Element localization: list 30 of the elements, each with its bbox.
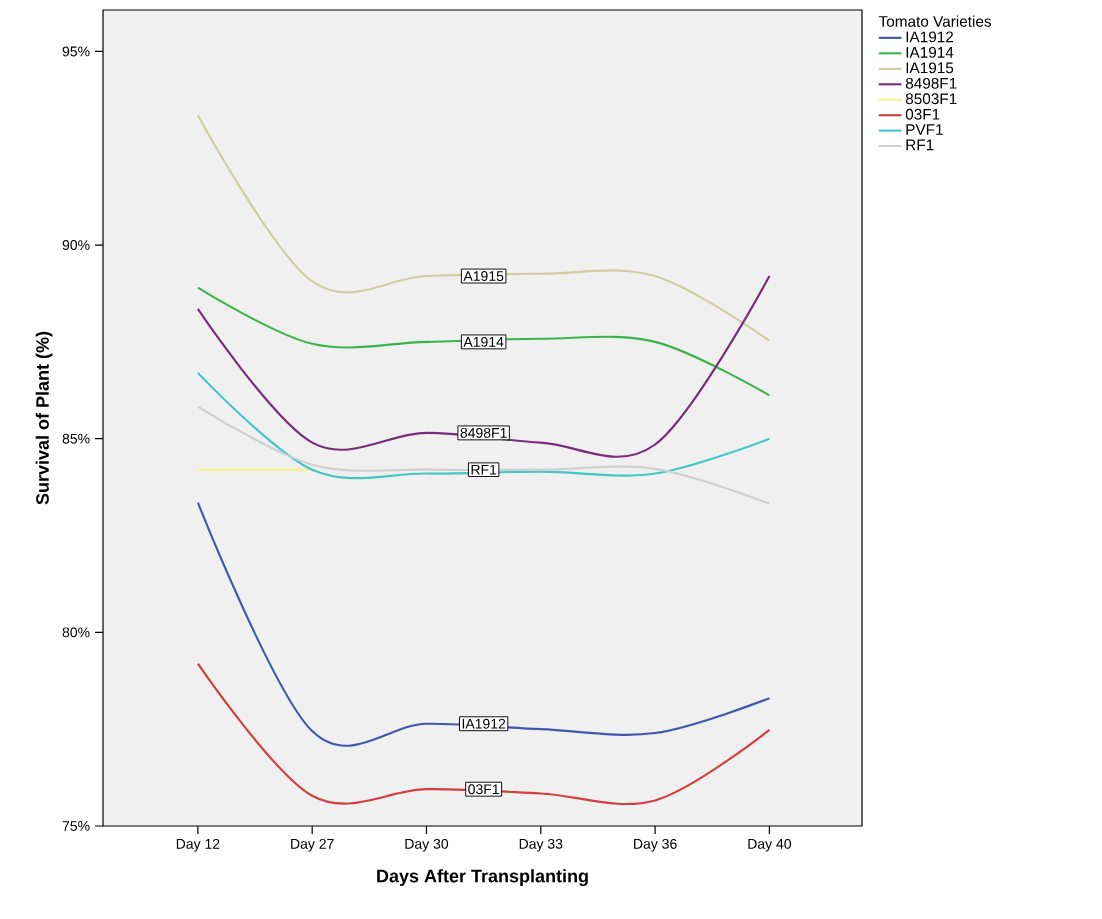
- annotation: A1914: [463, 336, 504, 347]
- y-tick-label: 75%: [62, 821, 90, 831]
- x-tick-label: Day 33: [519, 838, 563, 852]
- line-series: [196, 405, 771, 505]
- x-tick-label: Day 40: [748, 838, 792, 852]
- legend-title: Tomato Varieties: [878, 15, 992, 27]
- x-axis-title: Days After Transplanting: [377, 869, 588, 887]
- annotation: RF1: [471, 464, 497, 475]
- x-tick-label: Day 30: [405, 838, 449, 852]
- line-series: [196, 286, 771, 397]
- legend-label: 8498F1: [905, 77, 957, 89]
- y-tick-label: 95%: [62, 46, 90, 57]
- annotation: 8498F1: [460, 427, 507, 438]
- legend-label: IA1915: [906, 62, 954, 74]
- annotation: 03F1: [468, 784, 499, 795]
- legend-label: IA1912: [906, 31, 954, 43]
- x-tick-label: Day 36: [634, 838, 677, 852]
- y-tick-label: 90%: [62, 240, 90, 251]
- x-tick-label: Day 12: [176, 838, 220, 852]
- annotation: IA1912: [462, 718, 506, 729]
- x-tick-label: Day 27: [291, 838, 334, 852]
- legend-label: RF1: [906, 139, 934, 151]
- legend-label: 8503F1: [905, 93, 957, 105]
- annotation: A1915: [463, 271, 504, 282]
- y-axis-title: Survival of Plant (%): [35, 331, 53, 505]
- y-tick-label: 80%: [62, 627, 90, 638]
- legend-label: 03F1: [905, 108, 940, 120]
- y-tick-label: 85%: [62, 433, 90, 444]
- legend-label: PVF1: [906, 124, 943, 135]
- legend-label: IA1914: [906, 46, 954, 58]
